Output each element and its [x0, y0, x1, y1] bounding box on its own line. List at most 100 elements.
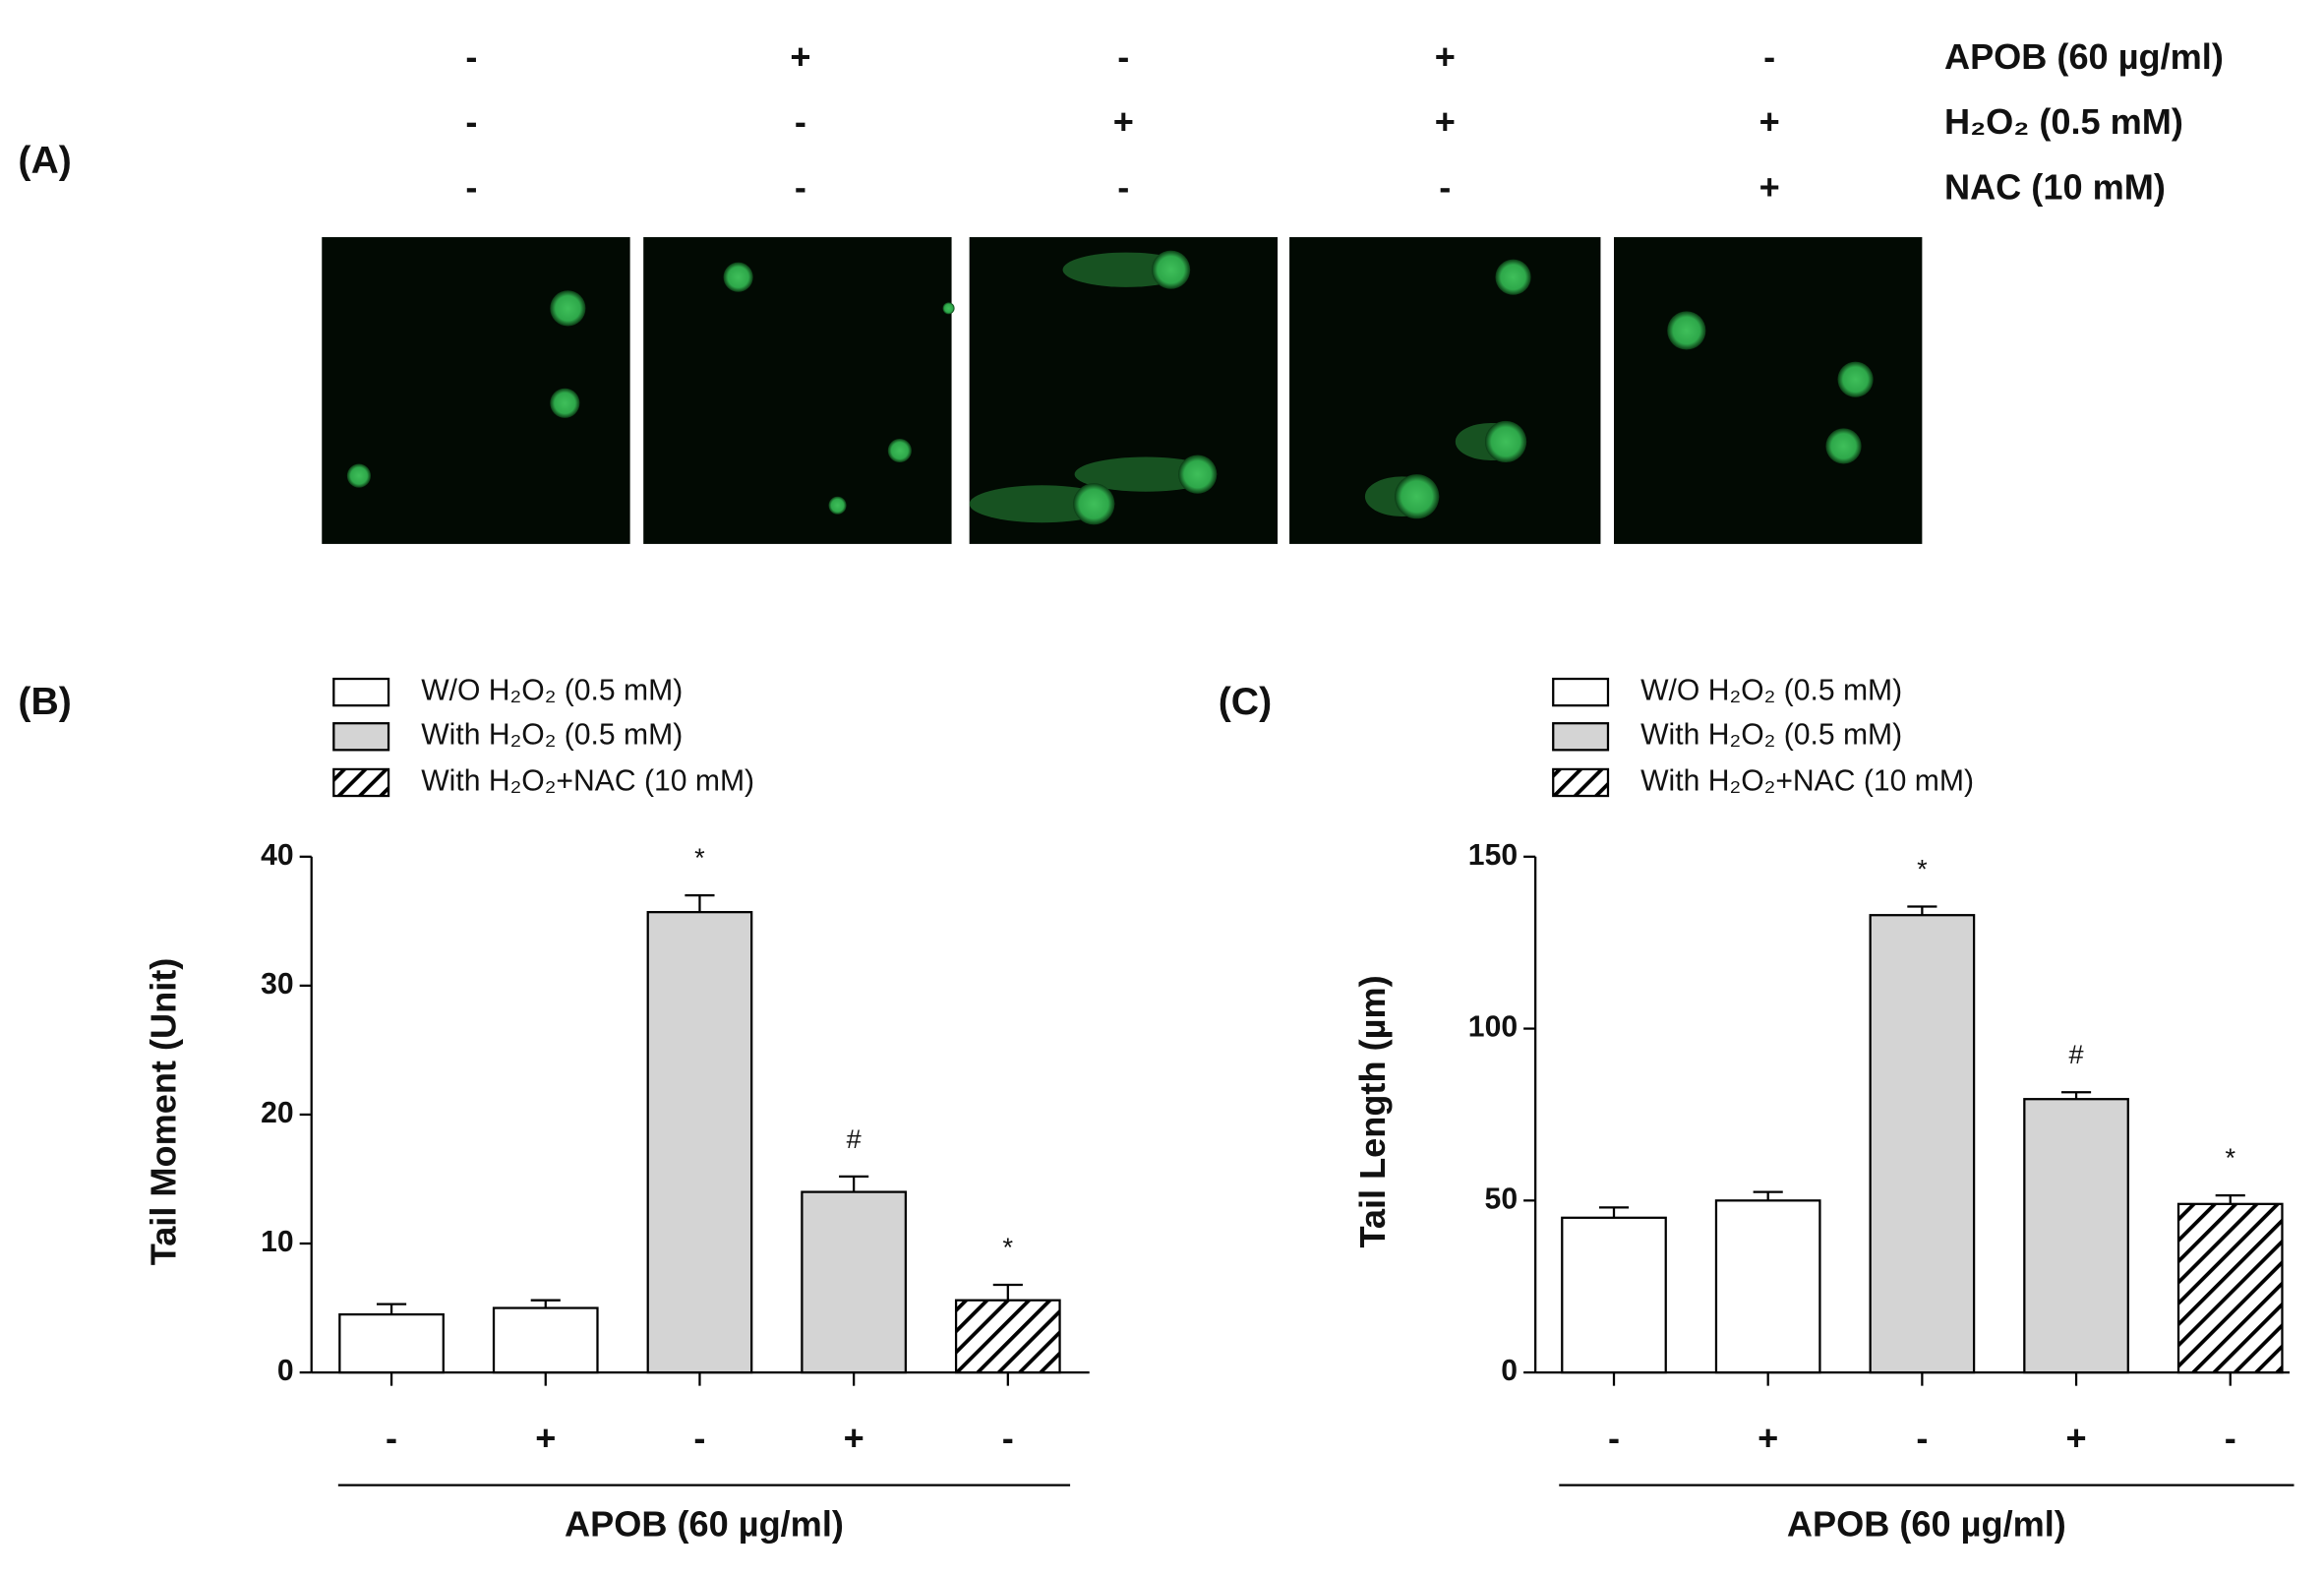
x-tick-label: -: [1916, 1418, 1928, 1458]
error-bar: [992, 1283, 1023, 1301]
x-tick-label: -: [1608, 1418, 1620, 1458]
sign: -: [465, 166, 477, 207]
sign: -: [1117, 166, 1129, 207]
error-bar: [530, 1299, 561, 1308]
sign: -: [1117, 36, 1129, 77]
legend-label: With H₂O₂+NAC (10 mM): [421, 764, 754, 797]
legend-swatch: [1552, 722, 1610, 752]
micrograph: [643, 237, 955, 544]
legend-label: W/O H₂O₂ (0.5 mM): [1640, 675, 1902, 707]
x-tick-label: +: [535, 1418, 556, 1458]
x-tick-label: -: [386, 1418, 397, 1458]
micrograph-bg: [322, 237, 630, 544]
micrograph-bg: [1614, 237, 1923, 544]
cell: [550, 388, 580, 418]
y-tick-label: 150: [1468, 839, 1518, 872]
bar: [1869, 914, 1976, 1374]
error-bar: [2215, 1193, 2245, 1204]
x-axis-title: APOB (60 µg/ml): [1787, 1503, 2066, 1544]
legend-label: With H₂O₂ (0.5 mM): [421, 719, 683, 752]
cell: [1837, 361, 1874, 397]
sign: -: [465, 36, 477, 77]
y-tick-label: 20: [261, 1097, 294, 1129]
row-label: APOB (60 µg/ml): [1944, 36, 2224, 77]
error-bar: [1907, 905, 1937, 916]
y-axis-title: Tail Moment (Unit): [144, 958, 184, 1266]
panel-label: (C): [1219, 681, 1272, 723]
y-tick-label: 30: [261, 968, 294, 1001]
cell: [1073, 483, 1115, 525]
sign: -: [1763, 36, 1775, 77]
micrograph: [1289, 237, 1601, 544]
x-tick-label: -: [2225, 1418, 2236, 1458]
micrograph-bg: [1289, 237, 1601, 544]
y-axis-title: Tail Length (µm): [1352, 975, 1393, 1247]
x-tick-label: +: [1758, 1418, 1778, 1458]
bar: [954, 1299, 1061, 1374]
sign: -: [795, 166, 806, 207]
error-bar: [685, 893, 715, 913]
significance-marker: #: [2069, 1039, 2084, 1069]
significance-marker: *: [694, 842, 705, 873]
bar: [2176, 1202, 2284, 1374]
legend-swatch: [1552, 677, 1610, 707]
error-bar: [1598, 1206, 1630, 1218]
x-axis-title: APOB (60 µg/ml): [565, 1503, 844, 1544]
sign: +: [1759, 166, 1780, 207]
y-tick-label: 0: [1501, 1355, 1518, 1387]
micrograph: [969, 237, 1279, 544]
cell: [1825, 428, 1862, 464]
significance-marker: #: [847, 1123, 862, 1154]
sign: -: [795, 101, 806, 142]
micrograph: [1614, 237, 1923, 544]
legend-swatch: [332, 677, 390, 707]
significance-marker: *: [1003, 1232, 1014, 1262]
sign: +: [1435, 101, 1456, 142]
x-tick-label: +: [844, 1418, 864, 1458]
legend-label: With H₂O₂ (0.5 mM): [1640, 719, 1902, 752]
legend-label: W/O H₂O₂ (0.5 mM): [421, 675, 683, 707]
sign: -: [1439, 166, 1451, 207]
legend-label: With H₂O₂+NAC (10 mM): [1640, 764, 1974, 797]
x-tick-label: +: [2066, 1418, 2087, 1458]
error-bar: [839, 1175, 869, 1192]
x-tick-label: -: [693, 1418, 705, 1458]
bar: [492, 1306, 599, 1374]
micrograph: [322, 237, 630, 544]
bar: [2023, 1098, 2129, 1374]
sign: +: [1113, 101, 1134, 142]
panel-label: (A): [18, 140, 71, 182]
cell: [723, 262, 753, 292]
cell: [828, 496, 847, 515]
cell: [1178, 455, 1218, 494]
significance-marker: *: [1917, 853, 1928, 883]
row-label: H₂O₂ (0.5 mM): [1944, 101, 2183, 142]
bar: [801, 1190, 907, 1374]
cell: [550, 290, 586, 327]
cell: [887, 438, 912, 463]
row-label: NAC (10 mM): [1944, 166, 2166, 207]
legend-swatch: [332, 722, 390, 752]
cell: [1151, 250, 1191, 289]
bar: [338, 1312, 445, 1374]
micrograph-bg: [643, 237, 952, 544]
error-bar: [2060, 1091, 2092, 1100]
y-tick-label: 100: [1468, 1011, 1518, 1044]
bar: [646, 911, 753, 1374]
sign: +: [1759, 101, 1780, 142]
y-tick-label: 0: [277, 1355, 294, 1387]
cell: [1484, 420, 1527, 463]
error-bar: [377, 1303, 407, 1315]
y-tick-label: 50: [1485, 1183, 1519, 1215]
cell: [1395, 474, 1440, 519]
cell: [942, 302, 955, 315]
legend-swatch: [1552, 767, 1610, 798]
error-bar: [1753, 1190, 1783, 1201]
bar: [1714, 1199, 1821, 1374]
y-tick-label: 40: [261, 839, 294, 872]
sign: +: [1435, 36, 1456, 77]
x-tick-label: -: [1002, 1418, 1014, 1458]
panel-label: (B): [18, 681, 71, 723]
cell: [1667, 311, 1706, 350]
